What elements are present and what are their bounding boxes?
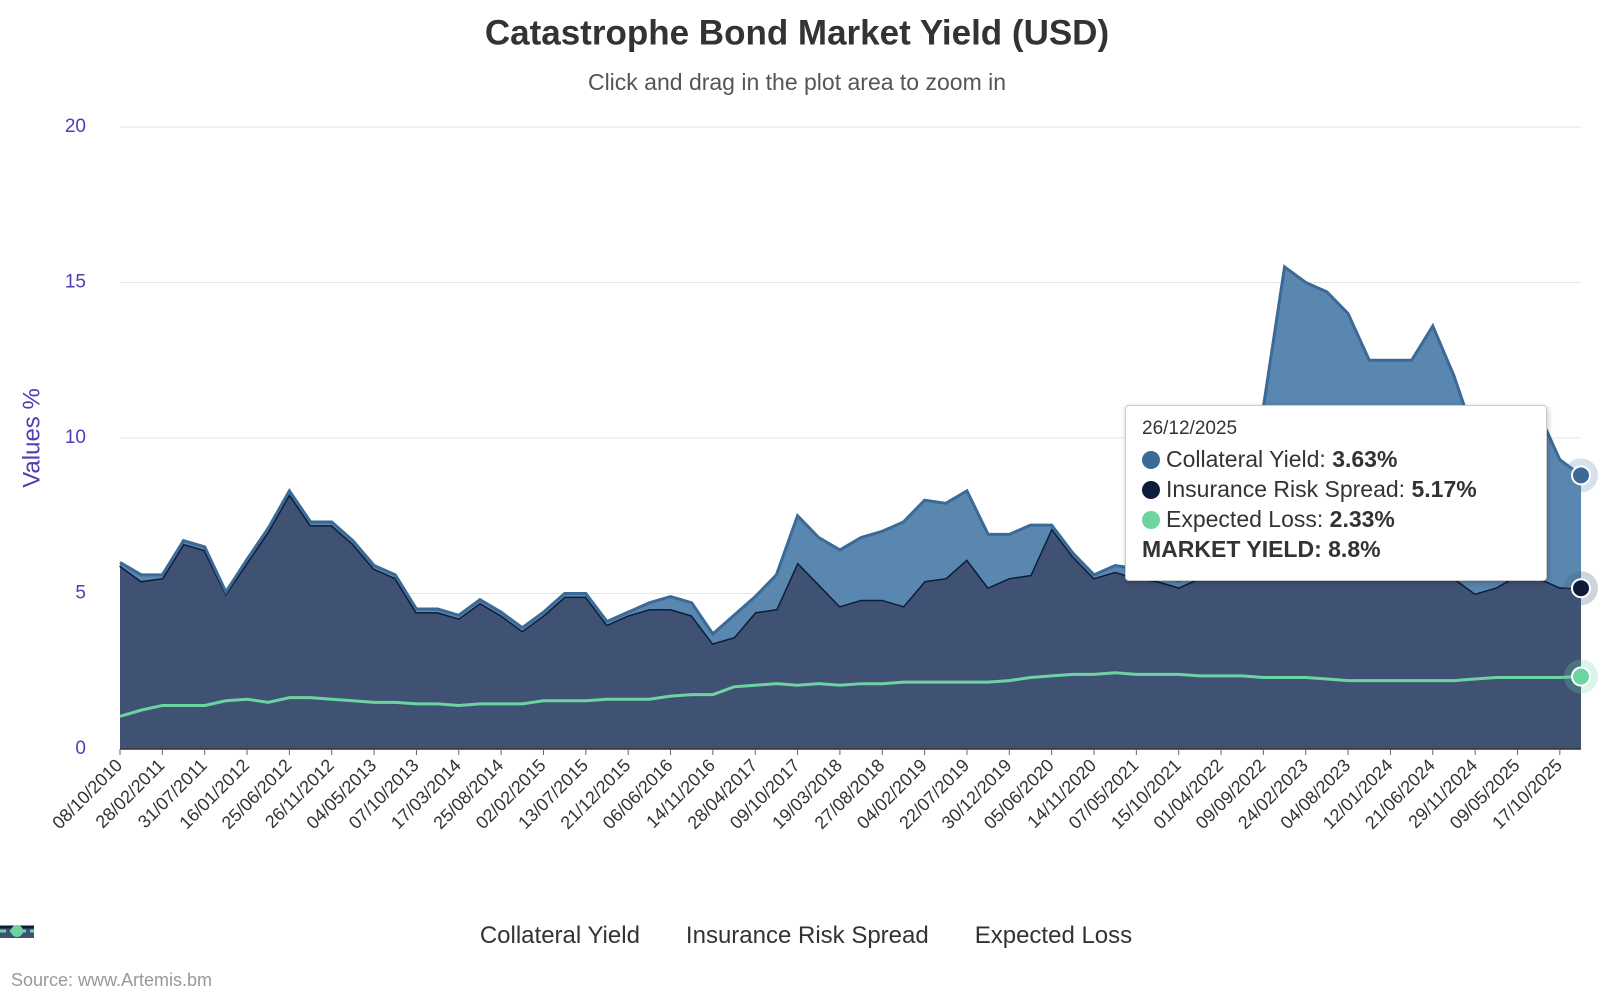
legend-icon: [0, 925, 34, 937]
y-tick-label: 0: [75, 738, 86, 759]
line: [119, 671, 1582, 718]
tooltip-value: 5.17%: [1411, 476, 1477, 502]
area: [120, 266, 1581, 644]
legend-item[interactable]: Collateral Yield: [0, 922, 640, 950]
tooltip-row: Insurance Risk Spread: 5.17%: [1142, 474, 1530, 504]
tooltip: 26/12/2025 Collateral Yield: 3.63% Insura…: [1125, 405, 1547, 581]
legend-item[interactable]: Expected Loss: [0, 922, 1133, 950]
x-axis: 08/10/201028/02/201131/07/201116/01/2012…: [48, 749, 1566, 833]
tooltip-dot: [1142, 481, 1160, 499]
tooltip-label: Collateral Yield:: [1166, 446, 1326, 472]
tooltip-row: Collateral Yield: 3.63%: [1142, 444, 1530, 474]
chart: Catastrophe Bond Market Yield (USD) Clic…: [18, 13, 1598, 833]
hover-marker: [1571, 666, 1591, 687]
tooltip-date: 26/12/2025: [1142, 418, 1238, 439]
tooltip-value: 3.63%: [1332, 446, 1398, 472]
y-tick-label: 20: [65, 116, 86, 137]
y-axis-title: Values %: [18, 388, 45, 488]
chart-title: Catastrophe Bond Market Yield (USD): [485, 13, 1109, 52]
legend-swatch-dot: [11, 925, 23, 937]
area-line: [119, 264, 1582, 637]
tooltip-label: Expected Loss:: [1166, 506, 1324, 532]
area: [120, 422, 1581, 749]
hover-marker: [1571, 465, 1591, 486]
tooltip-dot: [1142, 451, 1160, 469]
tooltip-dot: [1142, 511, 1160, 529]
legend-label: Collateral Yield: [479, 922, 640, 949]
tooltip-total: MARKET YIELD: 8.8%: [1142, 536, 1381, 562]
tooltip-value: 2.33%: [1329, 506, 1395, 532]
chart-subtitle: Click and drag in the plot area to zoom …: [588, 69, 1006, 95]
legend-label: Expected Loss: [974, 922, 1133, 949]
hover-marker: [1571, 578, 1591, 599]
y-tick-label: 5: [75, 583, 86, 604]
legend-label: Insurance Risk Spread: [685, 922, 929, 949]
y-tick-label: 10: [65, 427, 86, 448]
tooltip-label: Insurance Risk Spread:: [1166, 476, 1406, 502]
tooltip-row: Expected Loss: 2.33%: [1142, 504, 1530, 534]
source: Source: www.Artemis.bm: [11, 970, 213, 990]
legend-item[interactable]: Insurance Risk Spread: [0, 922, 929, 950]
y-tick-label: 15: [65, 272, 86, 293]
tooltip-rows: Collateral Yield: 3.63% Insurance Risk Sp…: [1142, 444, 1530, 534]
legend: Collateral Yield Insurance Risk Spread Exp…: [0, 922, 1612, 950]
